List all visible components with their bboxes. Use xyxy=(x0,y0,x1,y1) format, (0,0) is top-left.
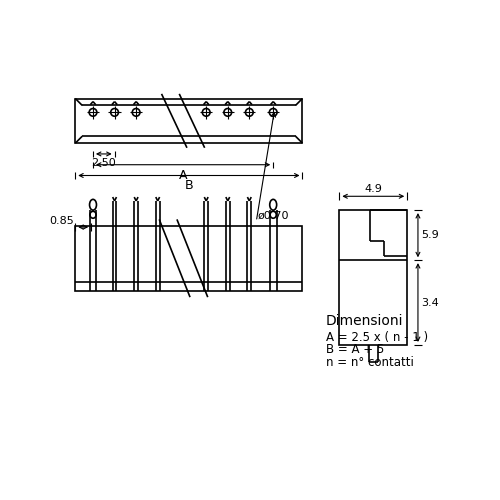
Text: ø0.70: ø0.70 xyxy=(258,211,290,221)
Bar xyxy=(340,210,407,345)
Text: 5.9: 5.9 xyxy=(421,230,439,240)
Text: B: B xyxy=(184,180,193,192)
Text: n = n° contatti: n = n° contatti xyxy=(326,356,414,368)
Text: 4.9: 4.9 xyxy=(364,184,382,194)
Text: 2.50: 2.50 xyxy=(92,158,116,168)
Bar xyxy=(76,226,302,291)
Text: Dimensioni: Dimensioni xyxy=(326,314,403,328)
Text: B = A + 5: B = A + 5 xyxy=(326,344,384,356)
Bar xyxy=(76,98,302,143)
Text: A = 2.5 x ( n - 1 ): A = 2.5 x ( n - 1 ) xyxy=(326,331,428,344)
Text: 0.85: 0.85 xyxy=(49,216,74,226)
Text: 3.4: 3.4 xyxy=(421,298,439,308)
Text: A: A xyxy=(179,168,188,181)
